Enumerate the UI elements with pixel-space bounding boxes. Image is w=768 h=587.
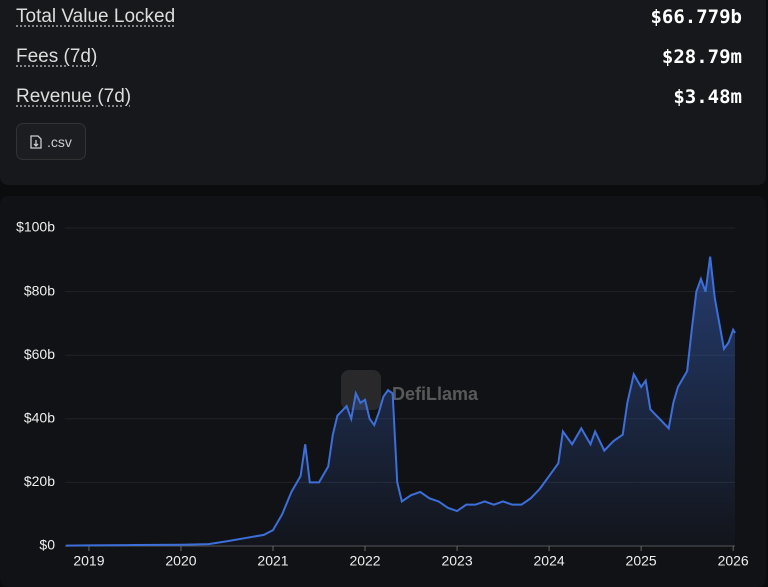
stat-row: Fees (7d) $28.79m — [16, 46, 742, 72]
stat-value: $3.48m — [673, 86, 742, 108]
x-tick-label: 2026 — [718, 553, 749, 569]
x-tick-label: 2024 — [534, 553, 565, 569]
x-tick-label: 2022 — [349, 553, 380, 569]
stat-label: Fees (7d) — [16, 46, 98, 67]
stats-panel: Total Value Locked $66.779b Fees (7d) $28.… — [0, 0, 766, 185]
y-tick-label: $20b — [24, 473, 55, 489]
x-tick-label: 2025 — [626, 553, 657, 569]
csv-label: .csv — [47, 133, 72, 150]
y-tick-label: $60b — [24, 346, 55, 362]
download-icon — [30, 134, 42, 149]
line — [65, 256, 736, 547]
x-tick-label: 2019 — [73, 553, 104, 569]
y-tick-label: $80b — [24, 282, 55, 298]
stat-row: Total Value Locked $66.779b — [16, 6, 742, 32]
stat-label: Total Value Locked — [16, 6, 176, 27]
stat-value: $28.79m — [661, 46, 742, 68]
stat-value: $66.779b — [650, 6, 742, 28]
stat-row: Revenue (7d) $3.48m — [16, 86, 742, 112]
watermark-icon — [341, 370, 381, 410]
y-tick-label: $0 — [39, 537, 55, 553]
csv-button[interactable]: .csv — [16, 123, 86, 160]
area — [65, 256, 735, 546]
x-tick-label: 2020 — [165, 553, 196, 569]
x-tick-label: 2023 — [441, 553, 472, 569]
y-tick-label: $100b — [16, 219, 55, 235]
y-tick-label: $40b — [24, 410, 55, 426]
chart: DefiLlama $0 $20b $40b $60b $80b $100b 2019 202… — [0, 196, 766, 587]
watermark: DefiLlama — [392, 384, 479, 404]
stat-label: Revenue (7d) — [16, 86, 132, 107]
x-tick-label: 2021 — [257, 553, 288, 569]
